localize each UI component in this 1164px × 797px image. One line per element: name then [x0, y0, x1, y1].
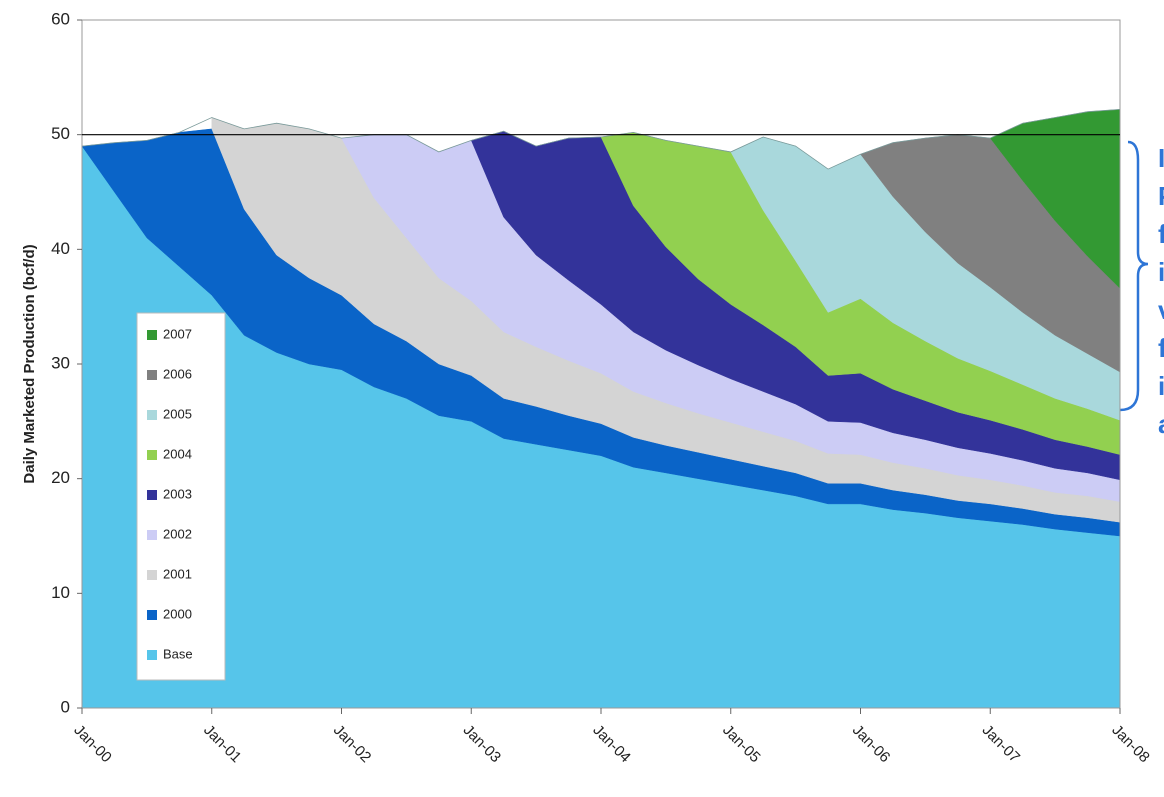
y-tick-label: 60: [51, 9, 70, 28]
total-outline: [81, 109, 1121, 170]
x-tick-label: Jan-05: [719, 722, 763, 766]
legend-swatch: [147, 330, 157, 340]
x-tick-label: Jan-04: [589, 722, 633, 766]
x-tick-label: Jan-00: [70, 722, 114, 766]
legend-label: 2000: [163, 606, 192, 621]
legend-label: 2003: [163, 486, 192, 501]
y-tick-label: 10: [51, 583, 70, 602]
x-tick-label: Jan-02: [330, 722, 374, 766]
x-tick-label: Jan-03: [460, 722, 504, 766]
legend-swatch: [147, 370, 157, 380]
y-tick-label: 20: [51, 468, 70, 487]
legend-label: Base: [163, 646, 193, 661]
x-tick-label: Jan-06: [849, 722, 893, 766]
annotation-text: v: [1158, 295, 1164, 325]
y-tick-label: 0: [61, 697, 70, 716]
annotation-text: I: [1158, 143, 1164, 173]
legend-label: 2007: [163, 326, 192, 341]
legend-swatch: [147, 610, 157, 620]
annotation-text: P: [1158, 181, 1164, 211]
legend-label: 2001: [163, 566, 192, 581]
annotation-text: i: [1158, 257, 1164, 287]
annotation-text: a: [1158, 409, 1164, 439]
legend: 2007 2006 2005 2004 2003 2002 2001 2000 Base: [136, 312, 226, 681]
annotation-text: f: [1158, 219, 1164, 249]
annotation-text: f: [1158, 333, 1164, 363]
y-tick-label: 50: [51, 124, 70, 143]
legend-label: 2005: [163, 406, 192, 421]
annotation-text: i: [1158, 371, 1164, 401]
legend-label: 2004: [163, 446, 192, 461]
brace: [1119, 140, 1149, 412]
x-tick-label: Jan-07: [979, 722, 1023, 766]
legend-label: 2002: [163, 526, 192, 541]
legend-swatch: [147, 570, 157, 580]
legend-swatch: [147, 450, 157, 460]
legend-label: 2006: [163, 366, 192, 381]
x-tick-label: Jan-08: [1108, 722, 1152, 766]
y-tick-label: 40: [51, 239, 70, 258]
legend-swatch: [147, 490, 157, 500]
y-axis-label: Daily Marketed Production (bcf/d): [21, 244, 38, 483]
legend-swatch: [147, 650, 157, 660]
x-tick-label: Jan-01: [200, 722, 244, 766]
legend-swatch: [147, 410, 157, 420]
y-tick-label: 30: [51, 353, 70, 372]
legend-swatch: [147, 530, 157, 540]
